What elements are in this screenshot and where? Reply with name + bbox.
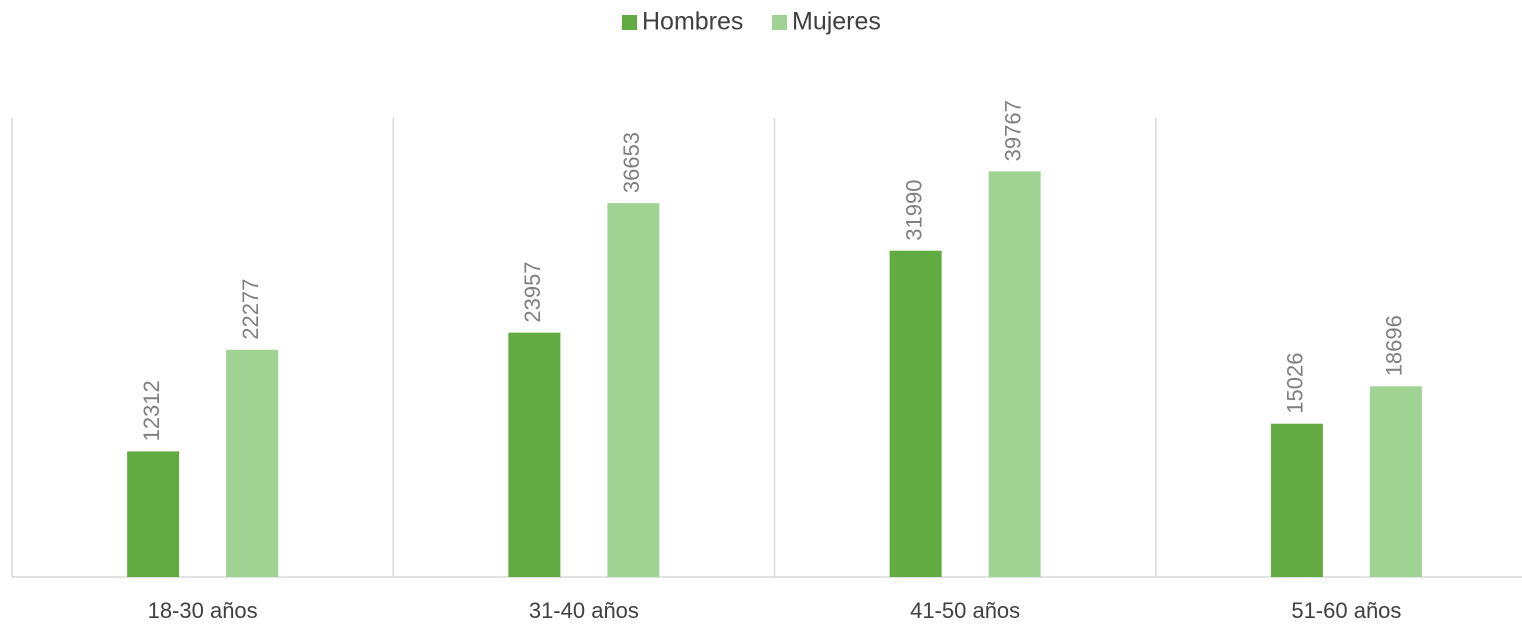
x-tick-label: 31-40 años xyxy=(529,598,639,623)
data-label: 23957 xyxy=(520,261,545,322)
bar xyxy=(889,250,942,577)
x-tick-label: 18-30 años xyxy=(148,598,258,623)
legend-label: Hombres xyxy=(642,8,743,36)
x-tick-label: 51-60 años xyxy=(1291,598,1401,623)
data-label: 31990 xyxy=(901,180,926,241)
legend-swatch xyxy=(622,15,637,30)
data-label: 36653 xyxy=(619,132,644,193)
data-label: 15026 xyxy=(1283,353,1308,414)
bar xyxy=(1369,386,1422,577)
data-label: 18696 xyxy=(1382,315,1407,376)
data-label: 12312 xyxy=(139,380,164,441)
bar xyxy=(607,203,660,577)
data-label: 22277 xyxy=(238,279,263,340)
bar xyxy=(127,451,180,577)
bar xyxy=(508,332,561,577)
legend-swatch xyxy=(772,15,787,30)
bar xyxy=(988,171,1041,578)
data-label: 39767 xyxy=(1000,100,1025,161)
legend-label: Mujeres xyxy=(792,8,881,36)
bar xyxy=(226,349,279,577)
x-tick-label: 41-50 años xyxy=(910,598,1020,623)
bar xyxy=(1270,423,1323,577)
